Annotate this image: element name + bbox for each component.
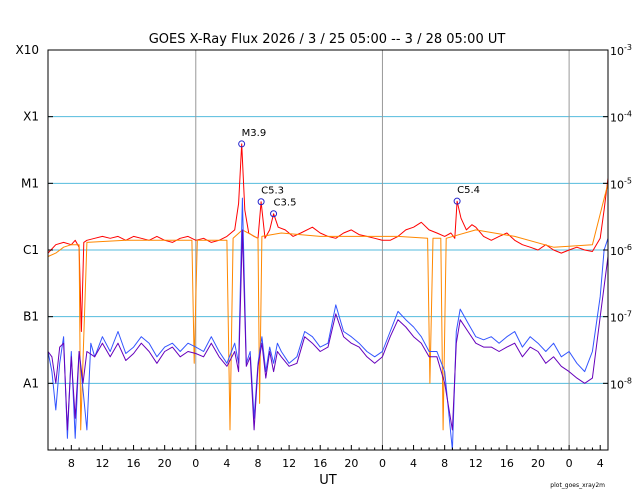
flare-marker	[453, 197, 461, 205]
y-left-label: X1	[23, 110, 39, 124]
y-right-label: 10-7	[610, 310, 632, 325]
x-tick-label: 0	[379, 457, 386, 470]
x-tick-label: 12	[95, 457, 109, 470]
y-right-label: 10-6	[610, 243, 632, 258]
x-tick-label: 4	[223, 457, 230, 470]
series-lines	[47, 143, 609, 451]
y-left-label: A1	[23, 376, 39, 390]
x-tick-label: 16	[127, 457, 141, 470]
y-left-label: M1	[21, 176, 39, 190]
grid-lines	[48, 50, 608, 450]
series-line-2	[47, 183, 609, 431]
y-right-label: 10-3	[610, 43, 632, 58]
flare-markers: M3.9 C5.3C3.5 C5.4	[238, 128, 480, 218]
x-tick-label: 16	[500, 457, 514, 470]
x-tick-label: 20	[344, 457, 358, 470]
x-tick-label: 4	[597, 457, 604, 470]
flare-marker	[257, 198, 265, 206]
x-tick-label: 8	[255, 457, 262, 470]
x-tick-label: 4	[410, 457, 417, 470]
flare-marker	[270, 210, 278, 218]
x-tick-label: 8	[441, 457, 448, 470]
y-right-label: 10-4	[610, 110, 632, 125]
x-tick-label: 0	[192, 457, 199, 470]
series-line-4	[47, 229, 609, 431]
y-left-label: B1	[23, 310, 39, 324]
series-line-1	[47, 143, 609, 332]
y-left-label: X10	[16, 43, 40, 57]
x-tick-label: 8	[68, 457, 75, 470]
y-right-label: 10-8	[610, 376, 632, 391]
credit-text: plot_goes_xray2m	[550, 482, 605, 489]
chart-title: GOES X-Ray Flux 2026 / 3 / 25 05:00 -- 3…	[149, 32, 506, 47]
flare-label: C3.5	[274, 198, 297, 209]
x-tick-label: 0	[566, 457, 573, 470]
y-right-label: 10-5	[610, 176, 632, 191]
flare-marker	[238, 140, 246, 148]
x-tick-label: 20	[158, 457, 172, 470]
flare-label: M3.9	[242, 128, 267, 139]
x-tick-label: 12	[282, 457, 296, 470]
axes: 8 12 16 20 0 4 8 12 16 20 0 4 8 12 16 20 0 4 X10 X1 M1 C1 B1 A1…	[16, 43, 632, 470]
x-tick-label: 12	[469, 457, 483, 470]
y-left-label: C1	[23, 243, 39, 257]
series-line-3	[47, 197, 609, 451]
x-axis-label: UT	[319, 473, 337, 488]
x-tick-label: 20	[531, 457, 545, 470]
x-tick-label: 16	[313, 457, 327, 470]
flare-label: C5.3	[261, 186, 284, 197]
flare-label: C5.4	[457, 185, 480, 196]
